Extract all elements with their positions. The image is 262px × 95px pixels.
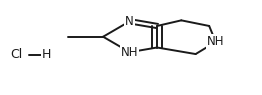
Text: H: H <box>42 48 51 61</box>
Text: Cl: Cl <box>10 48 23 61</box>
Text: NH: NH <box>121 46 138 59</box>
Text: N: N <box>125 15 134 28</box>
Text: NH: NH <box>207 35 225 48</box>
